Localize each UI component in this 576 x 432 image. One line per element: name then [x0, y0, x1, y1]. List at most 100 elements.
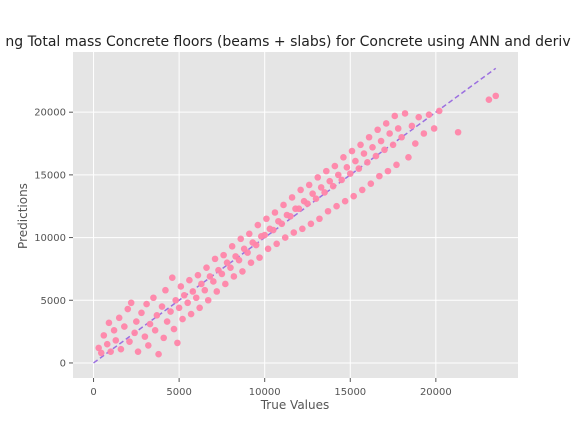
scatter-point-106 — [326, 177, 334, 185]
scatter-point-27 — [160, 334, 168, 342]
scatter-point-65 — [239, 268, 246, 275]
scatter-point-116 — [348, 147, 356, 155]
y-axis-label: Predictions — [16, 183, 30, 249]
scatter-point-19 — [143, 300, 150, 308]
scatter-point-146 — [425, 111, 433, 118]
scatter-point-24 — [153, 312, 161, 319]
y-tick-label-1: 5000 — [41, 296, 66, 307]
scatter-point-87 — [287, 212, 294, 220]
scatter-point-151 — [492, 92, 500, 100]
scatter-point-68 — [245, 230, 253, 238]
scatter-point-37 — [179, 315, 186, 323]
scatter-point-80 — [271, 209, 279, 216]
scatter-point-95 — [304, 200, 311, 208]
scatter-point-140 — [401, 110, 409, 117]
scatter-point-28 — [162, 286, 169, 294]
scatter-point-69 — [247, 259, 255, 266]
scatter-point-103 — [321, 189, 328, 196]
scatter-point-12 — [126, 338, 133, 345]
scatter-point-15 — [133, 318, 140, 325]
scatter-point-33 — [172, 296, 179, 304]
scatter-point-141 — [405, 154, 412, 161]
scatter-point-123 — [364, 159, 371, 166]
scatter-point-118 — [352, 157, 359, 165]
scatter-point-72 — [254, 221, 262, 229]
scatter-point-13 — [127, 299, 135, 307]
scatter-point-39 — [184, 299, 191, 307]
y-tick-label-0: 0 — [60, 358, 66, 369]
scatter-point-77 — [264, 245, 272, 253]
scatter-point-6 — [110, 327, 118, 334]
data-points — [95, 92, 500, 358]
scatter-point-25 — [155, 350, 162, 358]
scatter-point-32 — [170, 325, 178, 333]
scatter-point-98 — [309, 190, 316, 197]
scatter-point-31 — [168, 274, 176, 281]
scatter-point-89 — [290, 229, 298, 236]
x-axis-ticks: 0 5000 10000 15000 20000 — [90, 378, 452, 398]
scatter-point-110 — [334, 171, 342, 179]
scatter-point-52 — [211, 255, 219, 263]
scatter-point-20 — [145, 342, 152, 349]
scatter-point-114 — [343, 164, 351, 171]
scatter-point-143 — [412, 140, 419, 147]
scatter-point-112 — [340, 154, 347, 161]
scatter-point-42 — [189, 288, 197, 295]
scatter-point-145 — [420, 130, 428, 137]
scatter-point-45 — [196, 304, 203, 312]
reference-line-layer — [93, 67, 497, 364]
scatter-point-35 — [175, 304, 183, 312]
scatter-point-135 — [389, 141, 397, 149]
scatter-point-47 — [201, 286, 209, 294]
scatter-point-36 — [177, 283, 185, 290]
scatter-point-111 — [338, 176, 346, 184]
scatter-point-126 — [369, 143, 376, 151]
scatter-point-0 — [95, 344, 102, 352]
y-axis-ticks: 0 5000 10000 15000 20000 — [34, 108, 73, 369]
scatter-point-55 — [218, 270, 226, 278]
scatter-point-142 — [408, 122, 416, 130]
scatter-point-22 — [150, 294, 157, 302]
scatter-point-148 — [435, 107, 443, 115]
scatter-point-92 — [297, 186, 304, 194]
scatter-point-138 — [394, 125, 402, 132]
scatter-point-46 — [198, 280, 205, 288]
scatter-point-105 — [324, 207, 332, 215]
scatter-point-26 — [158, 303, 166, 310]
scatter-point-71 — [252, 241, 260, 249]
scatter-point-83 — [278, 220, 286, 228]
scatter-point-50 — [206, 273, 214, 280]
x-tick-label-1: 5000 — [166, 387, 191, 398]
scatter-point-84 — [280, 201, 287, 209]
scatter-point-21 — [146, 320, 154, 328]
scatter-point-88 — [288, 194, 296, 201]
scatter-point-91 — [295, 205, 303, 213]
scatter-point-130 — [377, 137, 385, 145]
x-axis-label: True Values — [260, 398, 330, 412]
scatter-point-60 — [228, 243, 236, 250]
scatter-point-132 — [382, 120, 390, 127]
x-tick-label-2: 10000 — [249, 387, 281, 398]
scatter-point-61 — [230, 273, 238, 280]
scatter-point-30 — [167, 308, 174, 315]
scatter-point-40 — [186, 276, 193, 284]
scatter-point-93 — [299, 225, 306, 233]
scatter-point-10 — [121, 323, 128, 330]
scatter-point-44 — [194, 271, 202, 279]
scatter-point-117 — [350, 192, 357, 200]
scatter-point-43 — [192, 294, 200, 302]
scatter-point-101 — [316, 215, 323, 223]
scatter-point-150 — [485, 96, 493, 103]
scatter-point-14 — [131, 329, 138, 337]
scatter-point-11 — [124, 305, 132, 313]
scatter-point-115 — [346, 170, 354, 177]
scatter-point-149 — [454, 128, 462, 136]
scatter-point-147 — [430, 125, 438, 132]
scatter-point-16 — [134, 348, 142, 355]
scatter-point-81 — [273, 240, 280, 248]
y-tick-label-4: 20000 — [34, 108, 66, 119]
scatter-point-49 — [204, 296, 212, 304]
scatter-point-144 — [415, 113, 423, 121]
scatter-point-100 — [314, 174, 322, 181]
scatter-point-17 — [138, 309, 145, 317]
